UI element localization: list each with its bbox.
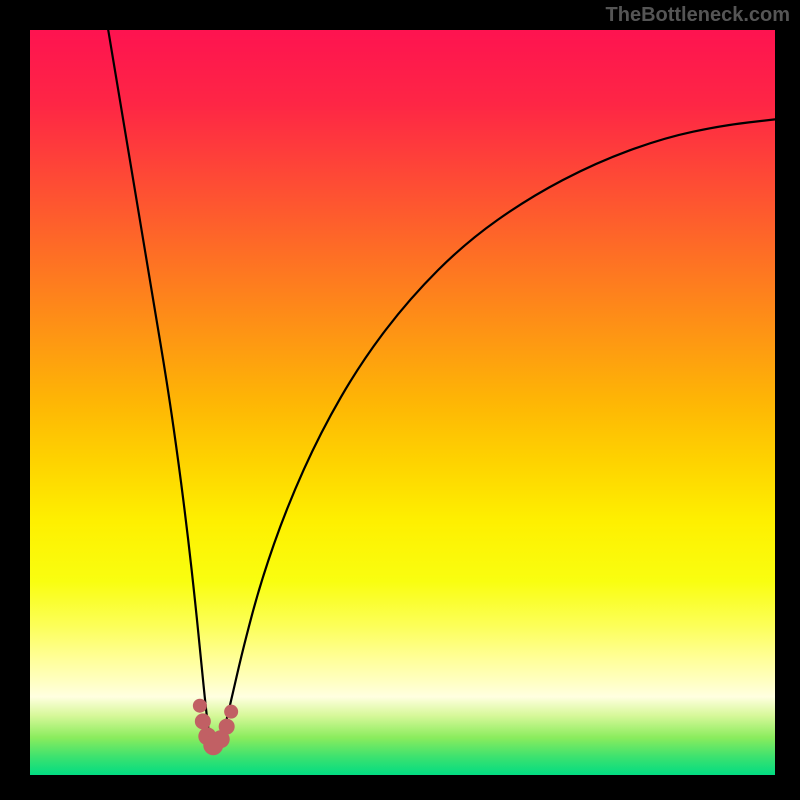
chart-container: TheBottleneck.com (0, 0, 800, 800)
gradient-background (30, 30, 775, 775)
watermark-text: TheBottleneck.com (606, 4, 790, 27)
chart-svg (30, 30, 775, 775)
plot-area (30, 30, 775, 775)
